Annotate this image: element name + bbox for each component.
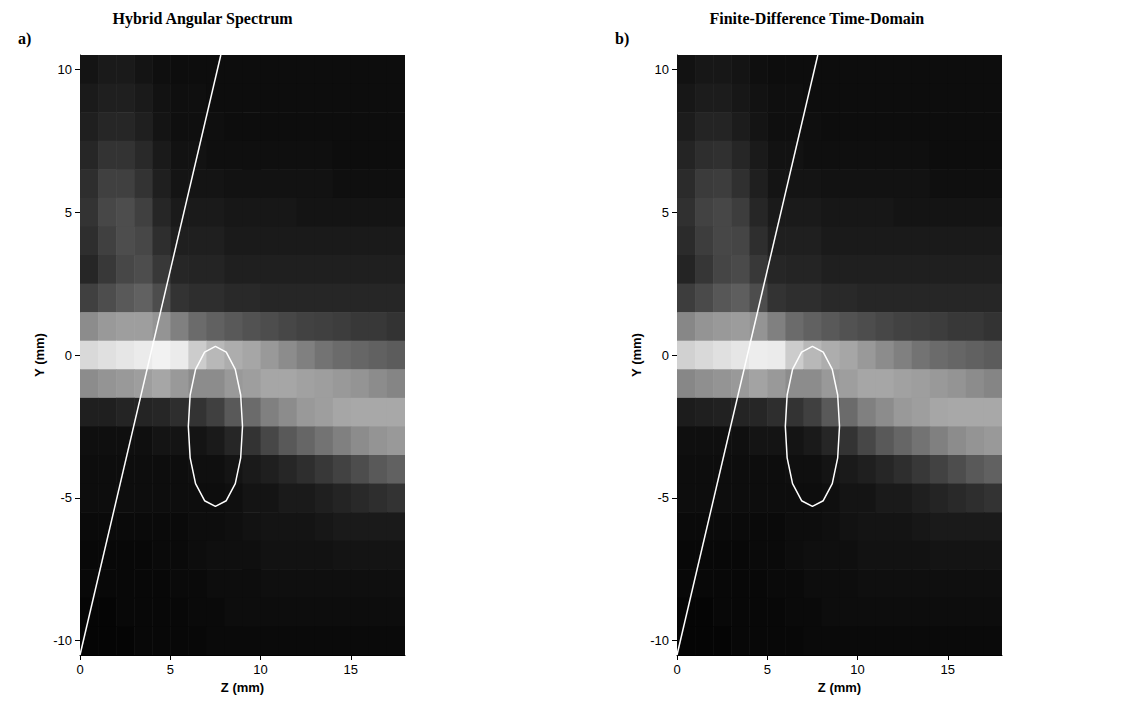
svg-text:5: 5 (65, 205, 72, 220)
svg-text:15: 15 (941, 662, 955, 677)
svg-text:0: 0 (662, 348, 669, 363)
svg-text:0: 0 (65, 348, 72, 363)
svg-text:5: 5 (662, 205, 669, 220)
svg-text:-10: -10 (53, 633, 72, 648)
svg-text:10: 10 (850, 662, 864, 677)
svg-text:15: 15 (344, 662, 358, 677)
svg-text:b): b) (615, 30, 629, 48)
svg-text:0: 0 (76, 662, 83, 677)
svg-text:-5: -5 (657, 490, 669, 505)
svg-text:a): a) (18, 30, 31, 48)
svg-text:5: 5 (167, 662, 174, 677)
svg-text:10: 10 (58, 62, 72, 77)
svg-text:Z (mm): Z (mm) (221, 680, 264, 695)
svg-text:Z (mm): Z (mm) (818, 680, 861, 695)
svg-text:0: 0 (673, 662, 680, 677)
svg-text:5: 5 (764, 662, 771, 677)
svg-text:10: 10 (655, 62, 669, 77)
svg-text:10: 10 (253, 662, 267, 677)
svg-text:Y (mm): Y (mm) (629, 333, 644, 377)
svg-text:Finite-Difference Time-Domain: Finite-Difference Time-Domain (710, 10, 925, 27)
svg-text:Y (mm): Y (mm) (32, 333, 47, 377)
svg-text:Hybrid Angular Spectrum: Hybrid Angular Spectrum (113, 10, 294, 28)
svg-text:-5: -5 (60, 490, 72, 505)
svg-text:-10: -10 (650, 633, 669, 648)
